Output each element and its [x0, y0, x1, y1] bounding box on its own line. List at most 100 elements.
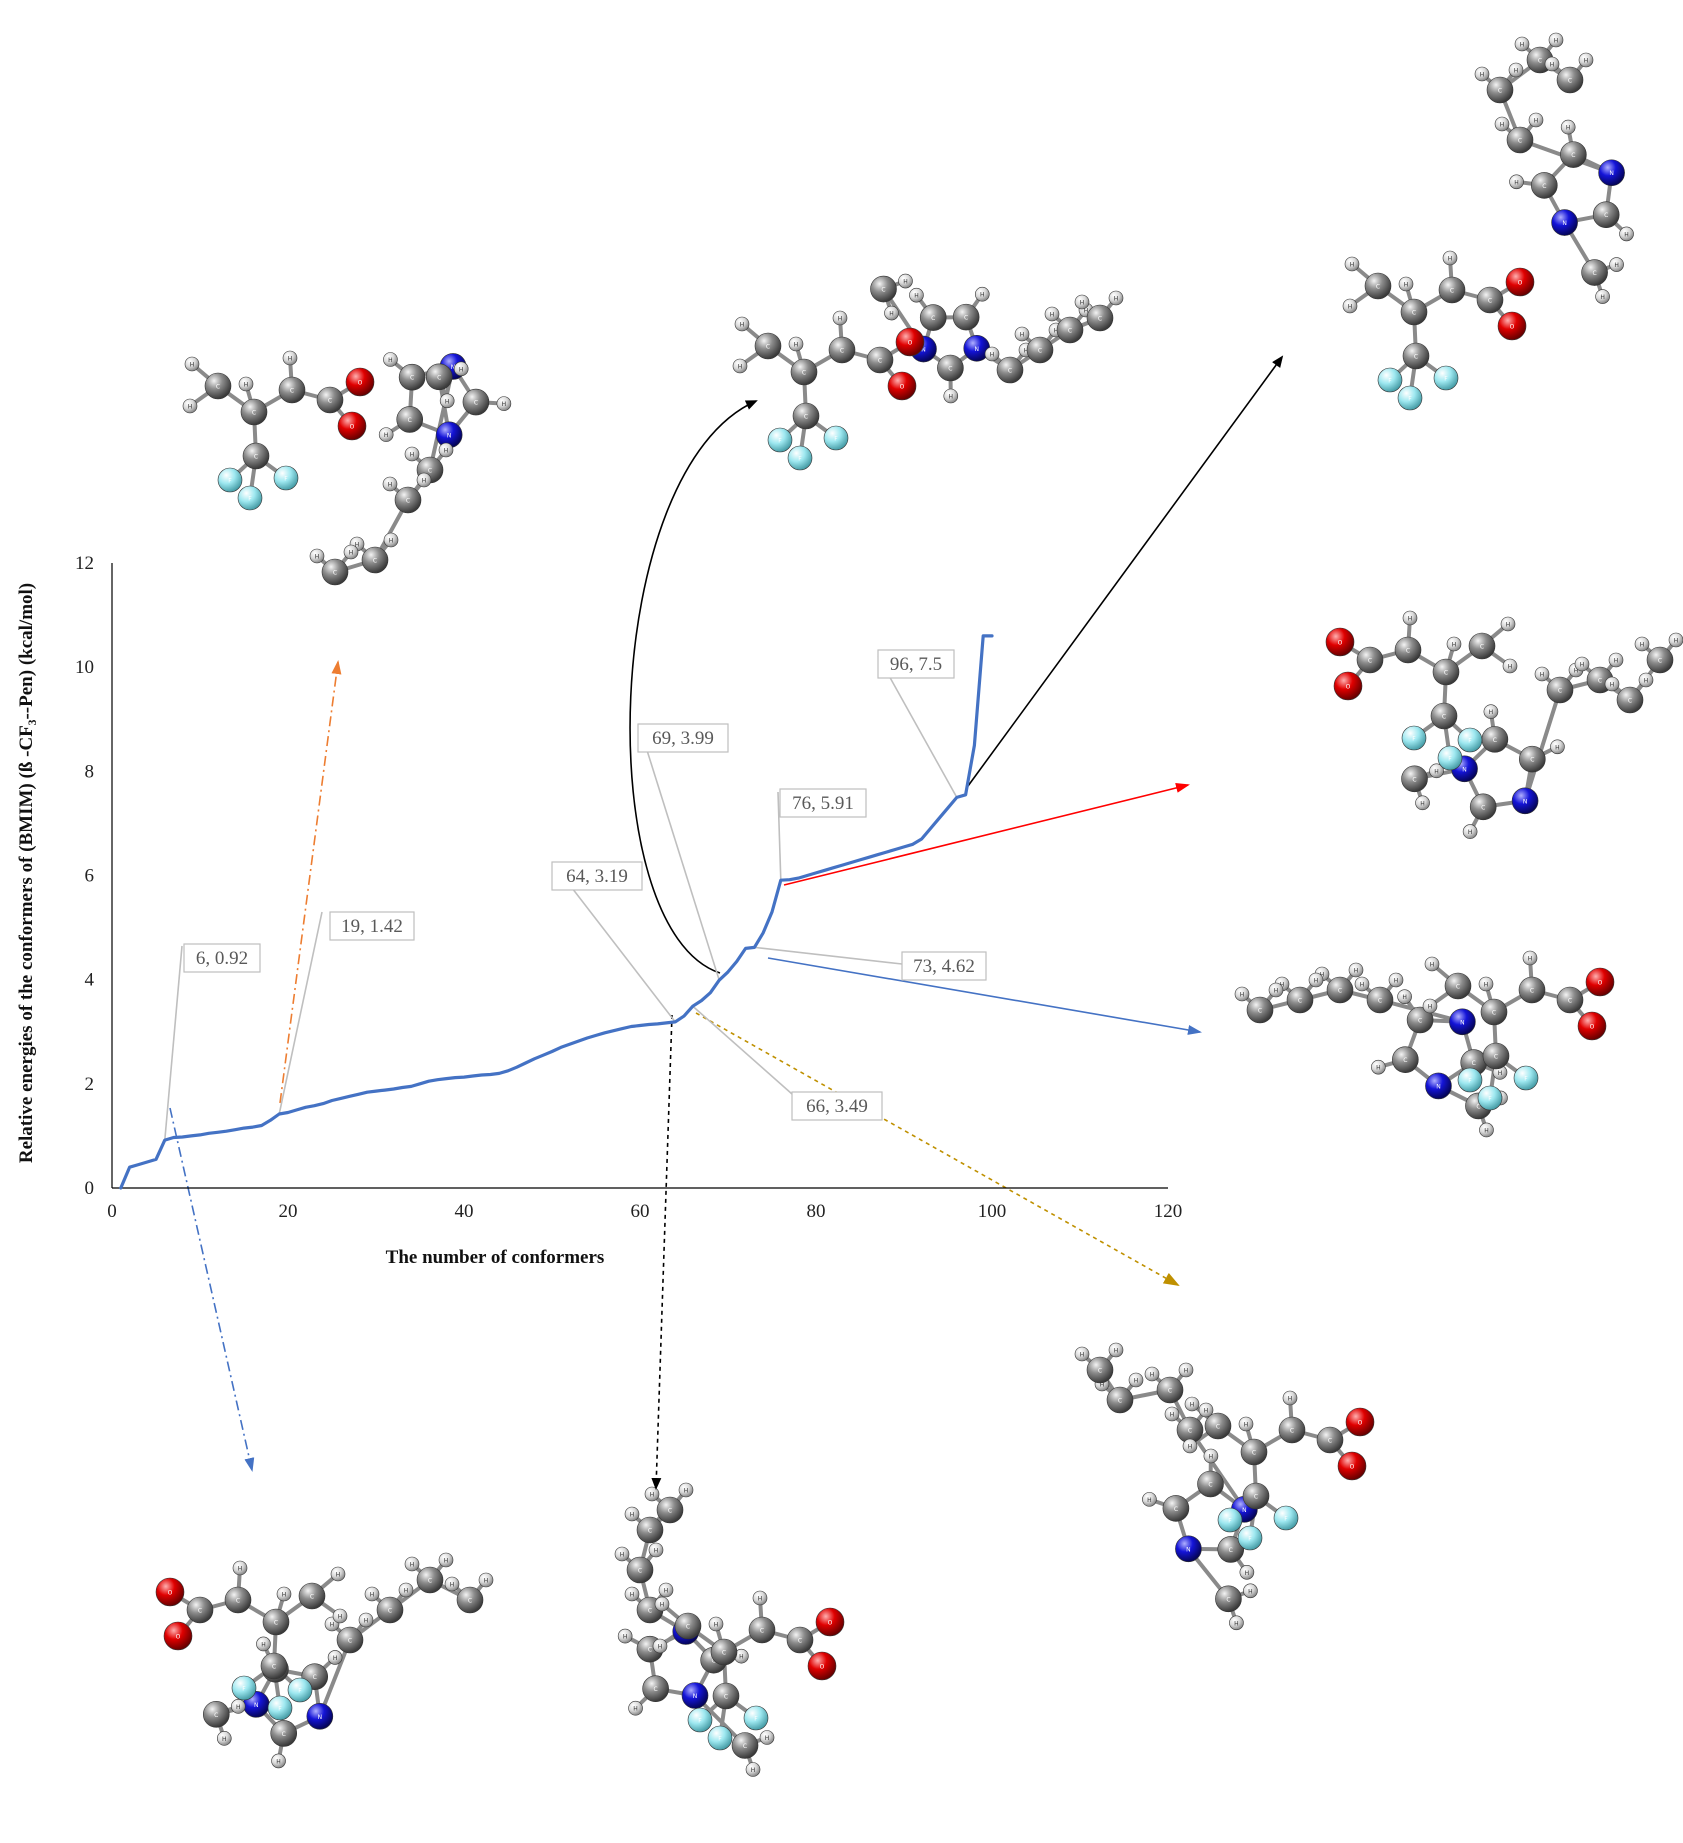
atom-F	[823, 425, 849, 451]
x-tick-label: 60	[631, 1201, 650, 1222]
atom-label: O	[1346, 684, 1351, 691]
atom-label: H	[1274, 988, 1279, 995]
atom-C	[792, 402, 820, 430]
atom-label: H	[623, 1634, 628, 1641]
atom-H	[364, 1586, 380, 1602]
atom-label: C	[274, 1620, 278, 1627]
atom-label: C	[840, 348, 844, 355]
atom-label: H	[1534, 118, 1539, 125]
atom-label: C	[198, 1608, 202, 1615]
atom-label: H	[654, 1548, 659, 1555]
atom-label: H	[1420, 800, 1425, 807]
atom-label: H	[1574, 668, 1579, 675]
atom-C	[1482, 1042, 1510, 1070]
atom-label: C	[1174, 1506, 1178, 1513]
atom-label: C	[254, 454, 258, 461]
atom-C	[1394, 636, 1422, 664]
atom-label: C	[1571, 152, 1575, 159]
atom-C	[1556, 66, 1584, 94]
atom-O	[815, 1607, 845, 1637]
atom-label: H	[1480, 72, 1485, 79]
atom-F	[237, 485, 263, 511]
atom-label: C	[313, 1674, 317, 1681]
atom-label: O	[168, 1590, 173, 1597]
atom-label: H	[244, 382, 249, 389]
atom-N	[681, 1682, 709, 1709]
atom-F	[1457, 1067, 1483, 1093]
atom-label: N	[451, 364, 456, 371]
atom-label: H	[389, 538, 394, 545]
atom-H	[232, 1560, 248, 1576]
atom-label: C	[802, 370, 806, 377]
atom-C	[1316, 1426, 1344, 1454]
atom-label: N	[1436, 1083, 1441, 1090]
atom-label: H	[1134, 1378, 1139, 1385]
atom-C	[952, 303, 980, 331]
atom-label: H	[349, 550, 354, 557]
callout-leader	[777, 791, 782, 881]
atom-label: N	[693, 1693, 698, 1700]
atom-label: O	[908, 340, 913, 347]
atom-label: F	[1488, 1096, 1492, 1103]
atom-H	[1198, 1402, 1214, 1418]
atom-label: H	[1204, 1408, 1209, 1415]
atom-label: H	[384, 432, 389, 439]
atom-label: F	[1284, 1516, 1288, 1523]
atom-label: H	[1514, 68, 1519, 75]
atom-label: C	[638, 1568, 642, 1575]
atom-H	[909, 287, 924, 303]
atom-label: H	[1280, 982, 1285, 989]
atom-H	[256, 1636, 271, 1652]
atom-label: C	[437, 374, 441, 381]
atom-label: H	[1498, 1070, 1503, 1077]
y-tick-label: 0	[85, 1178, 95, 1199]
atom-H	[1509, 174, 1524, 190]
atom-H	[734, 316, 750, 332]
atom-C	[316, 386, 344, 414]
atom-H	[444, 1576, 460, 1592]
atom-label: H	[1080, 1352, 1085, 1359]
atom-F	[267, 1695, 293, 1721]
atom-C	[394, 486, 422, 514]
atom-label: H	[445, 398, 450, 405]
atom-label: H	[1147, 1497, 1152, 1504]
atom-C	[1468, 632, 1496, 660]
atom-C	[202, 1701, 230, 1728]
atom-label: H	[1402, 994, 1407, 1001]
atom-label: H	[738, 364, 743, 371]
atom-label: H	[1240, 992, 1245, 999]
atom-C	[1476, 286, 1504, 314]
atom-C	[731, 1732, 759, 1759]
atom-label: H	[684, 1488, 689, 1495]
callout-leader	[639, 727, 720, 981]
atom-label: C	[1412, 776, 1416, 783]
atom-H	[1534, 666, 1550, 682]
atom-H	[1044, 306, 1060, 322]
atom-label: O	[1338, 640, 1343, 647]
atom-label: C	[1168, 1388, 1172, 1395]
atom-label: F	[1412, 736, 1416, 743]
atom-C	[416, 1566, 444, 1594]
atom-H	[943, 388, 959, 404]
atom-label: H	[1020, 332, 1025, 339]
arrow-to-conformer-73	[767, 957, 1202, 1035]
atom-H	[1371, 1059, 1386, 1075]
atom-label: C	[1518, 138, 1522, 145]
atom-F	[1273, 1505, 1299, 1531]
atom-label: O	[1598, 980, 1603, 987]
atom-H	[1243, 1583, 1258, 1599]
atom-H	[1142, 1492, 1157, 1507]
atom-C	[712, 1682, 740, 1710]
atom-C	[1240, 1438, 1268, 1466]
atom-label: H	[444, 448, 449, 455]
atom-label: C	[724, 1694, 728, 1701]
atom-label: C	[798, 1638, 802, 1645]
atom-label: H	[190, 362, 195, 369]
atom-label: F	[1408, 396, 1412, 403]
atom-label: C	[1226, 1596, 1230, 1603]
atom-H	[182, 398, 198, 414]
atom-H	[1608, 652, 1624, 668]
atom-C	[674, 1612, 702, 1640]
